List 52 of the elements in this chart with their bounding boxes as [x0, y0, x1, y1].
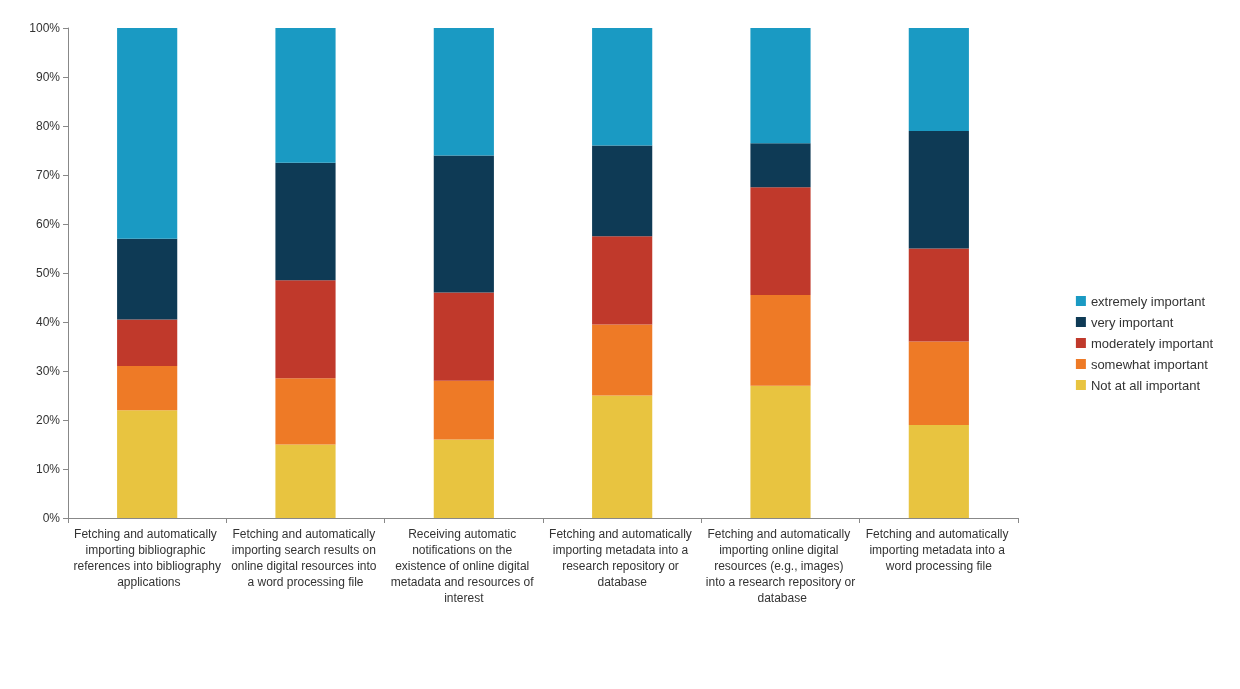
x-tick-label: Fetching and automatically importing search results on online digital resources into a word processing file: [231, 527, 380, 589]
bar: [275, 28, 336, 163]
bar: [750, 295, 811, 386]
bar: [275, 162, 336, 281]
y-tick-label: 40%: [35, 315, 61, 329]
bar: [592, 145, 653, 237]
bar: [433, 155, 494, 293]
bar: [117, 319, 178, 367]
x-tick-label: Fetching and automatically importing metadata into a research repository or database: [549, 527, 696, 589]
legend-label: very important: [1090, 314, 1174, 330]
bar: [592, 28, 653, 146]
bar: [750, 187, 811, 296]
bar: [750, 143, 811, 188]
bar: [592, 395, 653, 518]
y-tick-label: 100%: [29, 21, 61, 35]
bar: [592, 236, 653, 325]
bar: [275, 280, 336, 379]
y-tick-label: 20%: [35, 413, 61, 427]
x-tick-label: Fetching and automatically importing metadata into a word processing file: [865, 527, 1012, 573]
bar: [275, 378, 336, 445]
x-tick-label: Fetching and automatically importing online digital resources (e.g., images) into a research repository or database: [705, 527, 856, 605]
legend-label: Not at all important: [1090, 377, 1201, 393]
legend-label: moderately important: [1090, 335, 1214, 351]
bar: [433, 380, 494, 440]
bar: [908, 424, 969, 518]
bar: [433, 28, 494, 156]
x-tick-label: Fetching and automatically importing bibliographic references into bibliography applications: [73, 527, 221, 589]
bar: [117, 238, 178, 320]
x-tick-label: Receiving automatic notifications on the existence of online digital metadata and resources of interest: [390, 527, 537, 605]
legend-label: somewhat important: [1090, 356, 1209, 372]
y-tick-label: 30%: [35, 364, 61, 378]
bar: [117, 410, 178, 518]
bar: [592, 324, 653, 396]
legend-label: extremely important: [1090, 293, 1206, 309]
bar: [117, 28, 178, 239]
y-tick-label: 70%: [35, 168, 61, 182]
bar: [908, 28, 969, 131]
bar: [117, 366, 178, 411]
bar: [908, 341, 969, 425]
y-tick-label: 0%: [42, 511, 61, 525]
bar: [750, 385, 811, 518]
bar: [433, 439, 494, 518]
y-tick-label: 80%: [35, 119, 61, 133]
y-tick-label: 10%: [35, 462, 61, 476]
bar: [275, 444, 336, 518]
bar: [908, 248, 969, 342]
bar: [750, 28, 811, 144]
y-tick-label: 50%: [35, 266, 61, 280]
y-tick-label: 90%: [35, 70, 61, 84]
bar: [908, 130, 969, 249]
y-tick-label: 60%: [35, 217, 61, 231]
bar: [433, 292, 494, 381]
